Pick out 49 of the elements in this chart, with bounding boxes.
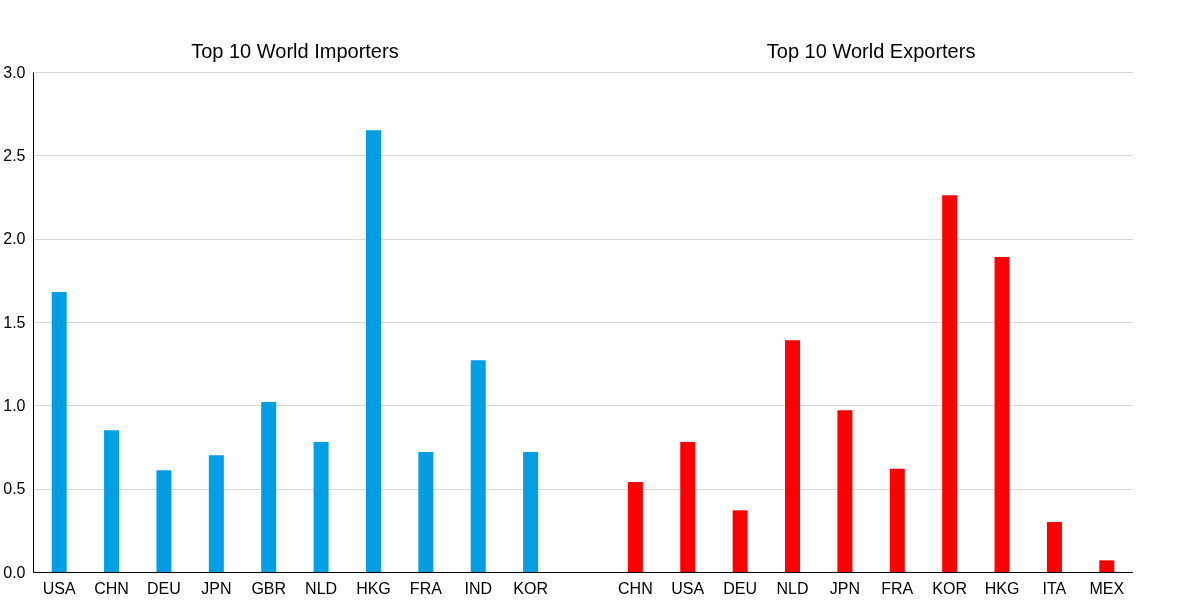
x-tick-label: CHN xyxy=(94,579,129,597)
bar xyxy=(418,452,434,572)
bar xyxy=(523,452,539,572)
text: Top 10 World Importers xyxy=(191,40,399,62)
y-tick-label: 1.5 xyxy=(3,313,26,331)
bar xyxy=(889,468,905,572)
x-tick-label: IND xyxy=(464,579,493,597)
bar xyxy=(1046,522,1062,572)
y-tick-label: 0.5 xyxy=(3,480,26,498)
y-tick-label: 2.5 xyxy=(3,146,26,164)
x-tick-label: KOR xyxy=(513,579,548,597)
bar xyxy=(627,482,643,572)
x-tick-label: JPN xyxy=(201,579,232,597)
bar xyxy=(732,510,748,572)
bar xyxy=(51,292,67,572)
x-tick-label: NLD xyxy=(776,579,809,597)
bar xyxy=(104,430,120,572)
x-tick-label: HKG xyxy=(356,579,391,597)
bar xyxy=(837,410,853,572)
bar xyxy=(261,402,277,572)
x-tick-label: KOR xyxy=(932,579,967,597)
bar xyxy=(942,195,958,572)
bar xyxy=(365,130,381,572)
x-tick-label: FRA xyxy=(881,579,914,597)
x-tick-label: DEU xyxy=(147,579,181,597)
x-tick-label: FRA xyxy=(409,579,443,597)
text: Top 10 World Exporters xyxy=(766,40,976,62)
x-tick-label: DEU xyxy=(723,579,758,597)
bar xyxy=(156,470,172,572)
x-tick-label: CHN xyxy=(618,579,653,597)
x-tick-label: USA xyxy=(671,579,705,597)
x-tick-label: ITA xyxy=(1042,579,1067,597)
bar xyxy=(785,340,801,572)
bar xyxy=(680,442,696,572)
x-tick-label: JPN xyxy=(829,579,861,597)
x-tick-label: GBR xyxy=(251,579,287,597)
y-tick-label: 1.0 xyxy=(3,396,26,414)
y-tick-label: 0.0 xyxy=(3,563,26,581)
bar xyxy=(208,455,224,572)
y-tick-label: 3.0 xyxy=(3,63,26,81)
y-tick-label: 2.0 xyxy=(3,230,26,248)
x-tick-label: NLD xyxy=(305,579,338,597)
bar xyxy=(313,442,329,572)
x-tick-label: USA xyxy=(42,579,76,597)
bar xyxy=(1099,560,1115,572)
bar xyxy=(470,360,486,572)
bar xyxy=(994,257,1010,572)
x-tick-label: HKG xyxy=(984,579,1020,597)
x-tick-label: MEX xyxy=(1089,579,1125,597)
